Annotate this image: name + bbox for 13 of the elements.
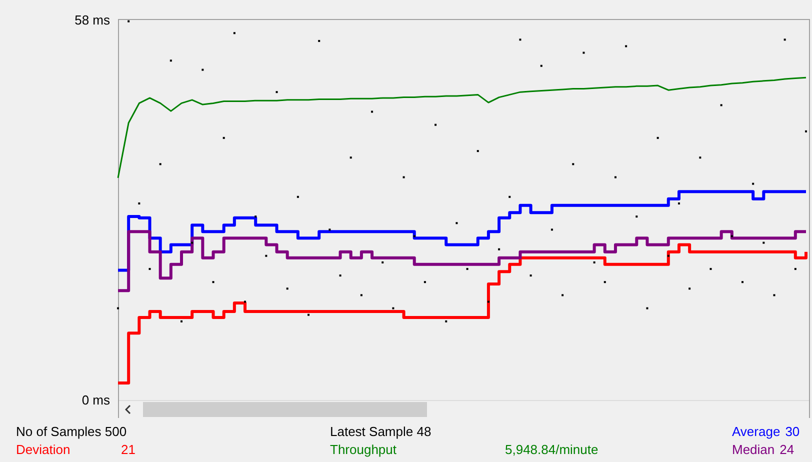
y-tick-label: 58 ms [74,12,110,28]
text: Average [732,424,780,439]
text: 21 [121,442,136,457]
text: Latest Sample 48 [330,424,432,439]
text: 24 [780,442,794,457]
text: Deviation [16,442,72,457]
text: No of Samples 500 [16,424,127,439]
text: Throughput [330,442,398,457]
line-series [117,76,807,179]
y-tick-label: 0 ms [82,392,110,408]
text: 5,948.84/minute [505,442,598,457]
text: Median [732,442,775,457]
text: 30 [785,424,800,439]
